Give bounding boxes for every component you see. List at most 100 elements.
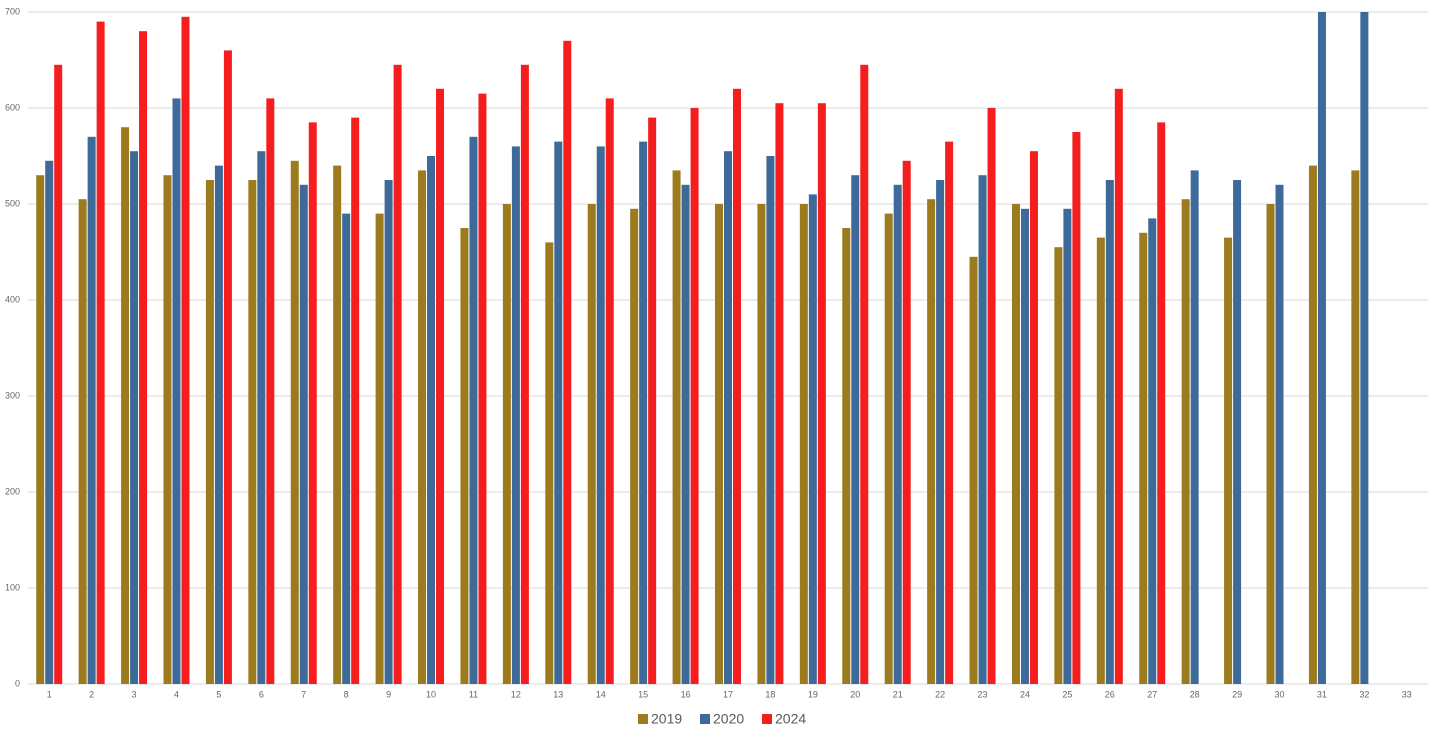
bar [436,88,445,684]
bar [1266,204,1275,684]
bar [630,208,639,684]
x-tick-label: 8 [344,689,349,699]
bar [205,180,214,684]
x-tick-label: 12 [511,689,521,699]
bar [554,141,563,684]
bar [163,175,172,684]
bar [1148,218,1157,684]
x-tick-label: 14 [596,689,606,699]
bar [1029,151,1038,684]
y-tick-label: 500 [5,198,20,208]
legend-swatch [638,714,648,724]
x-tick-label: 7 [301,689,306,699]
bar [460,228,469,684]
bar [54,64,63,684]
x-tick-label: 6 [259,689,264,699]
x-tick-label: 25 [1062,689,1072,699]
bar [842,228,851,684]
bar [1054,247,1063,684]
legend-label: 2019 [651,711,682,727]
bar [1224,237,1233,684]
x-tick-label: 33 [1402,689,1412,699]
bar [893,184,902,684]
y-tick-label: 700 [5,6,20,16]
bar [172,98,181,684]
x-tick-label: 21 [893,689,903,699]
bar [1181,199,1190,684]
bar [418,170,427,684]
bar [469,136,478,684]
bar [596,146,605,684]
bar [817,103,826,684]
x-tick-label: 27 [1147,689,1157,699]
x-tick-label: 9 [386,689,391,699]
bar [121,127,130,684]
x-tick-label: 19 [808,689,818,699]
bar [545,242,554,684]
x-tick-label: 18 [765,689,775,699]
legend-label: 2020 [713,711,744,727]
bar [1351,170,1360,684]
bar [775,103,784,684]
x-tick-label: 16 [681,689,691,699]
bar [808,194,817,684]
legend-label: 2024 [775,711,806,727]
x-tick-label: 20 [850,689,860,699]
bar [299,184,308,684]
bar [1139,232,1148,684]
bar [1157,122,1166,684]
bar [978,175,987,684]
bar [181,16,190,684]
bar [945,141,954,684]
bar [672,170,681,684]
bar [214,165,223,684]
bar [290,160,299,684]
bar [1190,170,1199,684]
x-tick-label: 26 [1105,689,1115,699]
x-tick-label: 5 [216,689,221,699]
bar [1275,184,1284,684]
bar [393,64,402,684]
bar [648,117,657,684]
bar [1360,12,1369,684]
x-tick-label: 29 [1232,689,1242,699]
bar [478,93,487,684]
x-tick-label: 17 [723,689,733,699]
bar [1096,237,1105,684]
bar [690,108,699,684]
bar [757,204,766,684]
y-tick-label: 100 [5,582,20,592]
bar [605,98,614,684]
y-tick-label: 400 [5,294,20,304]
bar [308,122,317,684]
x-tick-label: 3 [132,689,137,699]
bar [851,175,860,684]
bar [223,50,232,684]
bar [987,108,996,684]
x-tick-label: 22 [935,689,945,699]
bar [587,204,596,684]
bar [1105,180,1114,684]
x-tick-label: 4 [174,689,179,699]
legend-swatch [700,714,710,724]
bar [799,204,808,684]
bar [257,151,266,684]
bar [130,151,139,684]
bar [502,204,511,684]
bar [375,213,384,684]
y-tick-label: 300 [5,390,20,400]
x-tick-label: 1 [47,689,52,699]
x-tick-label: 23 [978,689,988,699]
bar [342,213,351,684]
bar [1114,88,1123,684]
bar [78,199,87,684]
bar [902,160,911,684]
y-tick-label: 0 [15,678,20,688]
bar [1063,208,1072,684]
bar [333,165,342,684]
bar [87,136,96,684]
bar [681,184,690,684]
